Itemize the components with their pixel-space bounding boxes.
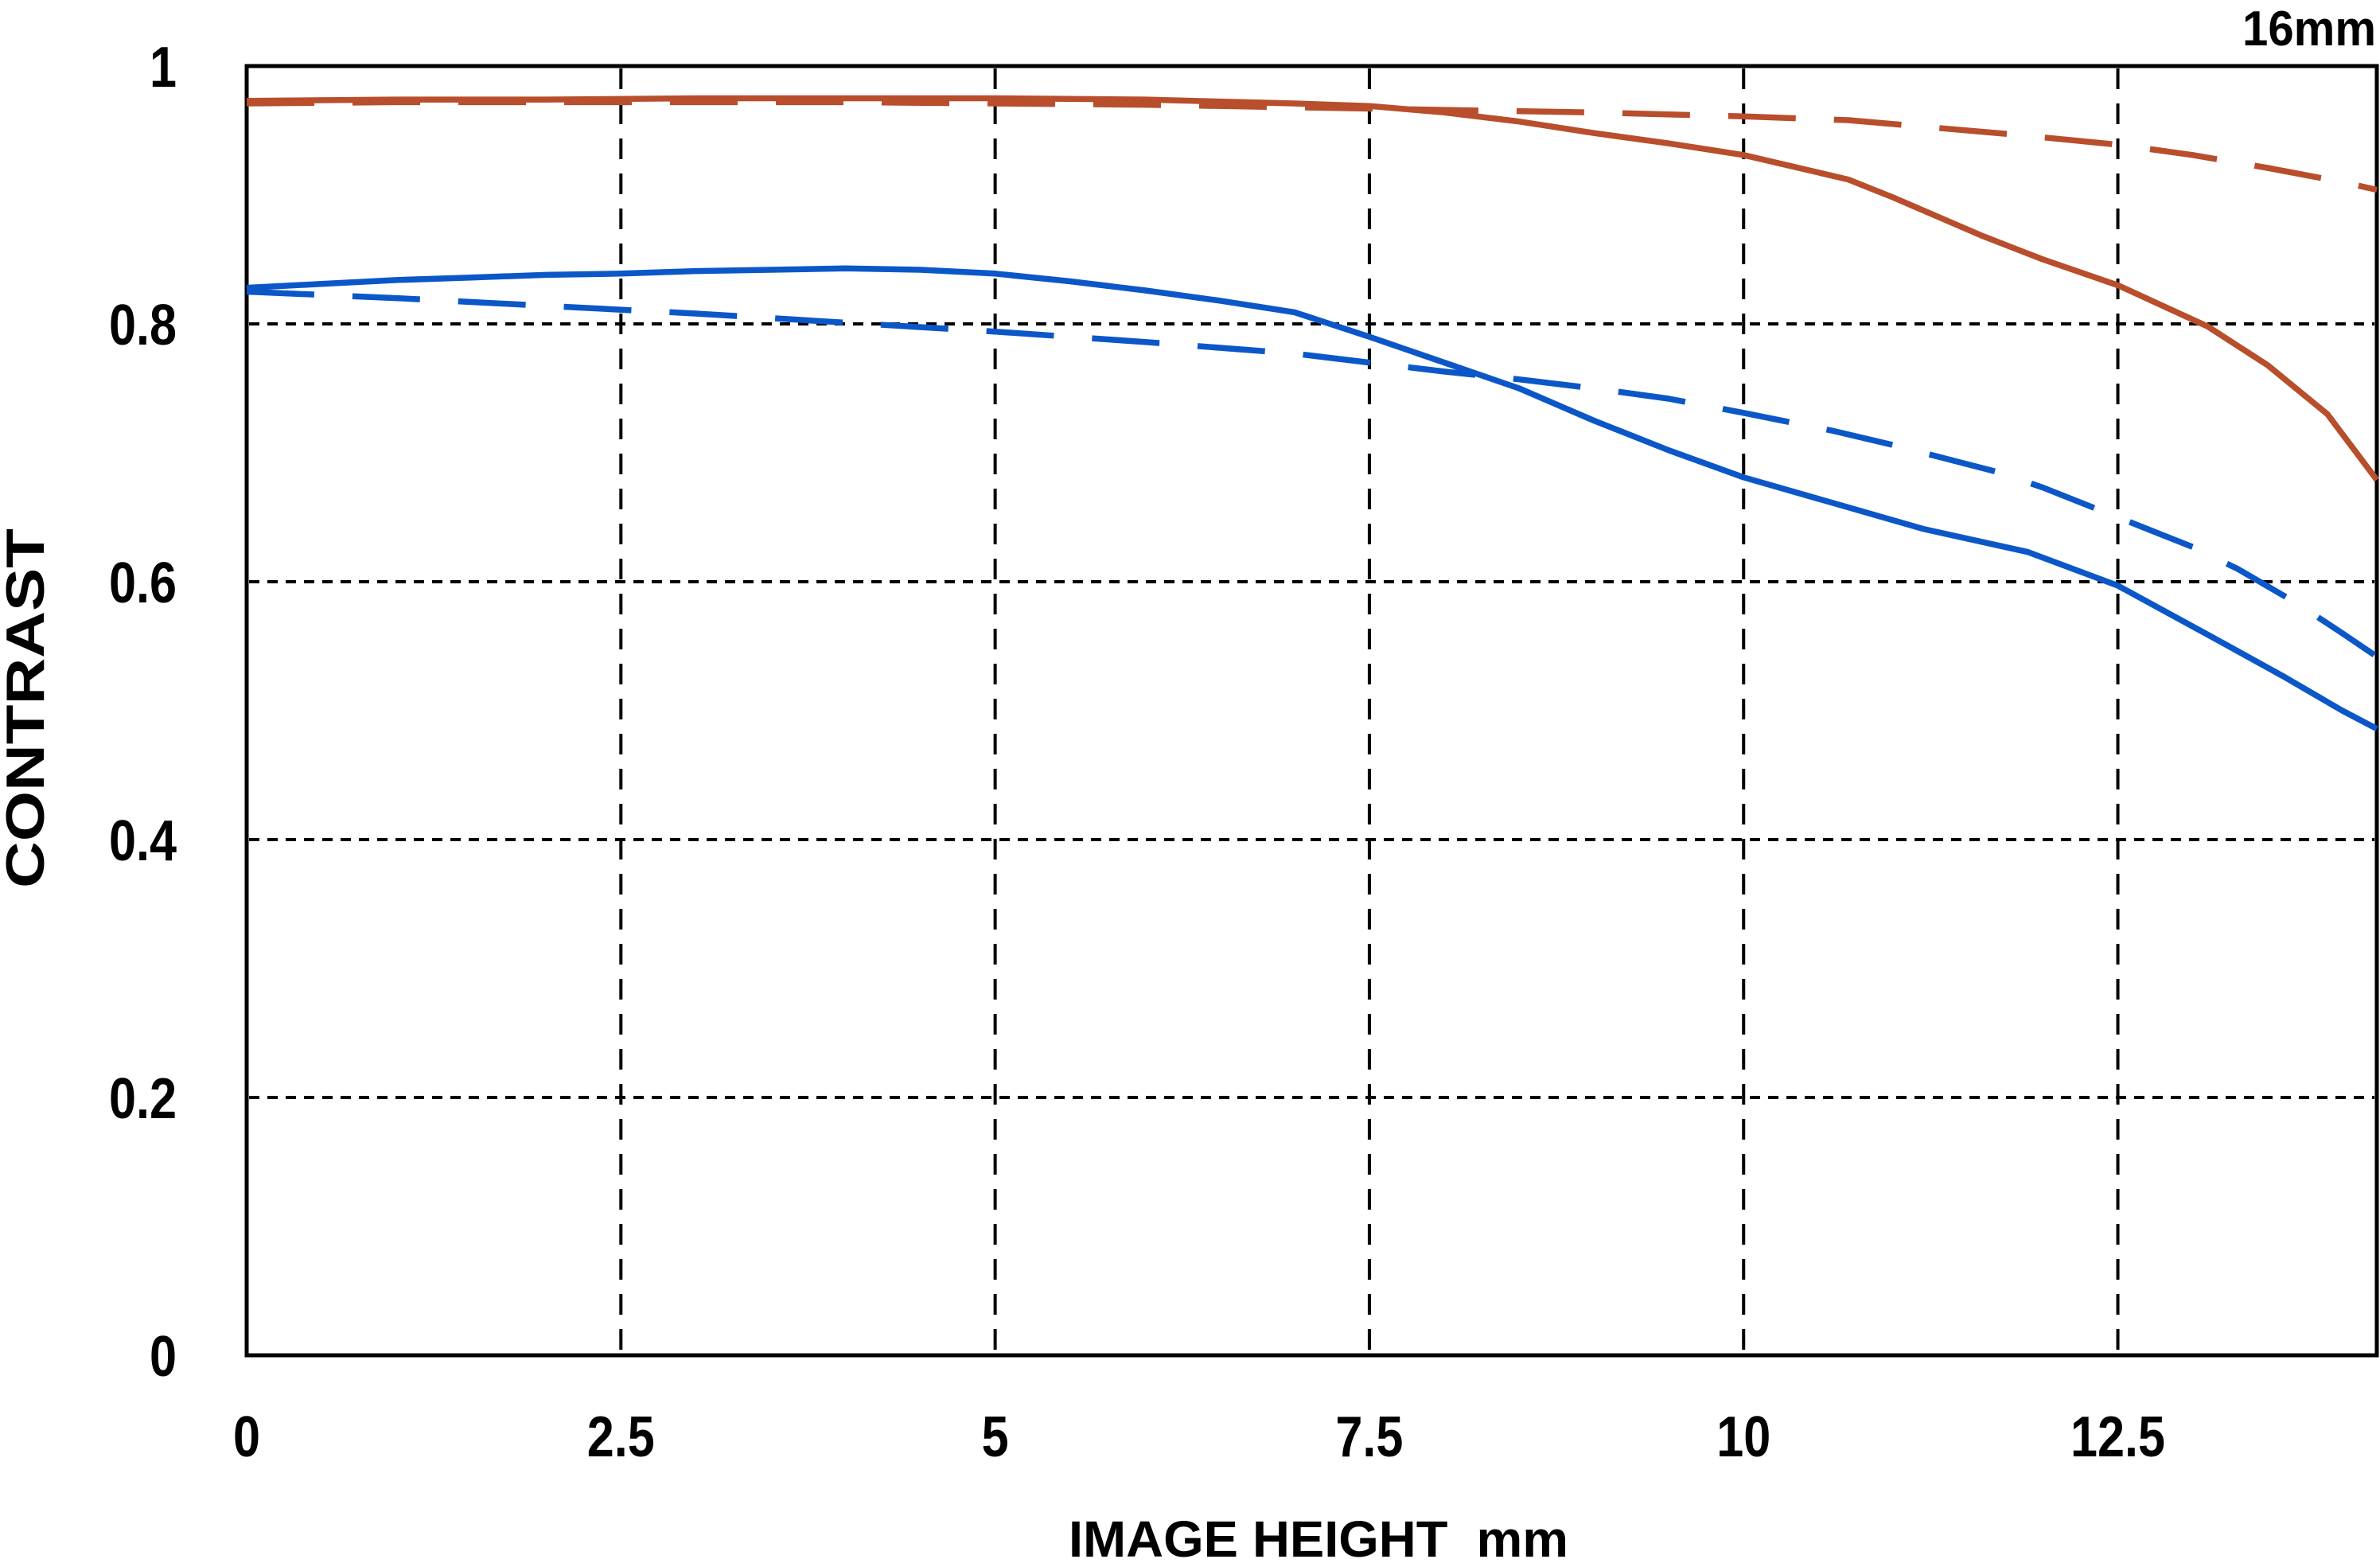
series-blue-dashed-line [246,288,2379,660]
y-tick-label-0.4: 0.4 [109,809,177,873]
grid-lines [249,68,2374,1353]
x-axis-tick-labels: 0 2.5 5 7.5 10 12.5 [233,1405,2165,1469]
y-tick-label-0.8: 0.8 [109,294,177,357]
x-tick-label-12.5: 12.5 [2070,1405,2165,1469]
x-tick-label-0: 0 [233,1405,260,1469]
x-axis-title: IMAGE HEIGHT mm [1069,1510,1568,1563]
focal-length-annotation: 16mm [2242,2,2376,57]
y-axis-title: CONTRAST [0,528,56,888]
plot-border [244,64,2379,1358]
series-blue-solid-line [246,265,2378,732]
x-tick-label-2.5: 2.5 [587,1405,655,1469]
y-tick-label-1: 1 [150,36,177,99]
y-tick-label-0.2: 0.2 [109,1067,177,1131]
x-tick-label-5: 5 [982,1405,1009,1469]
x-tick-label-7.5: 7.5 [1335,1405,1403,1469]
series-red-dashed-line [246,99,2378,193]
y-tick-label-0: 0 [150,1325,177,1389]
y-tick-label-0.6: 0.6 [109,552,177,615]
x-tick-label-10: 10 [1716,1405,1770,1469]
y-axis-tick-labels: 0 0.2 0.4 0.6 0.8 1 [109,36,177,1389]
series-red-solid-line [246,95,2379,482]
data-curves [246,95,2379,732]
